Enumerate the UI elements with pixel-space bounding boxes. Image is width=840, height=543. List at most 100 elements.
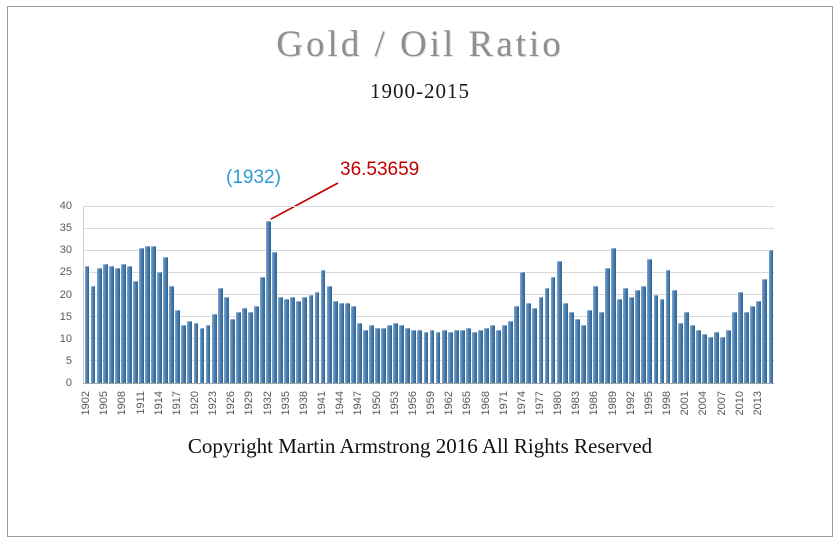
bar-1952	[387, 325, 393, 383]
bar-1996	[653, 294, 659, 383]
chart-title: Gold / Oil Ratio	[276, 24, 564, 65]
bar-1904	[96, 267, 102, 383]
x-tick-label-1974: 1974	[515, 391, 528, 416]
bar-1935	[284, 298, 290, 383]
bar-1953	[393, 323, 399, 383]
bar-1906	[108, 265, 114, 383]
bar-1926	[229, 318, 235, 383]
y-tick-label-5: 5	[65, 354, 72, 367]
y-tick-label-35: 35	[59, 222, 72, 235]
y-tick-label-10: 10	[59, 332, 72, 345]
y-tick-label-25: 25	[59, 266, 72, 279]
bar-1913	[151, 245, 157, 383]
bar-2005	[708, 336, 713, 383]
bar-1932	[266, 221, 272, 383]
bar-2003	[695, 329, 701, 383]
bar-1991	[623, 287, 629, 383]
y-tick-label-0: 0	[65, 377, 72, 389]
bar-1918	[181, 325, 187, 383]
bar-1928	[241, 307, 247, 383]
bar-1910	[133, 281, 138, 383]
bar-1974	[520, 272, 526, 383]
bar-1957	[417, 329, 423, 383]
copyright-text: Copyright Martin Armstrong 2016 All Righ…	[187, 434, 653, 458]
bar-1919	[187, 321, 193, 383]
bar-1975	[526, 303, 532, 383]
x-tick-label-1977: 1977	[533, 391, 546, 416]
bar-1989	[611, 248, 617, 383]
bar-1967	[478, 329, 483, 383]
bar-1943	[332, 301, 338, 383]
bar-1995	[647, 259, 653, 383]
bar-1982	[568, 312, 574, 383]
bar-2013	[756, 301, 762, 383]
x-tick-label-2007: 2007	[715, 391, 728, 416]
bar-1997	[659, 298, 665, 383]
x-tick-label-1902: 1902	[80, 391, 93, 416]
x-tick-label-1971: 1971	[497, 391, 510, 416]
bar-1977	[538, 296, 544, 383]
x-tick-label-1929: 1929	[243, 391, 256, 416]
x-tick-label-1944: 1944	[334, 391, 347, 416]
bar-1936	[290, 296, 296, 383]
chart-subtitle: 1900-2015	[370, 79, 470, 103]
bar-1912	[145, 245, 150, 383]
x-tick-label-1962: 1962	[443, 391, 456, 416]
x-tick-label-2004: 2004	[697, 391, 710, 416]
bar-1990	[617, 298, 623, 383]
bar-1909	[126, 265, 132, 383]
x-tick-label-1995: 1995	[642, 391, 655, 416]
bar-1964	[459, 329, 465, 383]
bar-1983	[574, 318, 580, 383]
x-tick-label-1917: 1917	[170, 391, 183, 416]
bar-2008	[726, 329, 732, 383]
bar-1965	[465, 327, 471, 383]
bar-1949	[369, 325, 374, 383]
bar-2006	[714, 332, 719, 383]
bar-1925	[223, 296, 229, 383]
bar-1968	[484, 327, 489, 383]
bar-1948	[363, 329, 368, 383]
bar-1911	[139, 248, 144, 383]
bar-1947	[356, 323, 362, 383]
bar-1980	[556, 261, 562, 383]
bar-1985	[586, 310, 592, 383]
bar-1939	[308, 294, 314, 383]
x-tick-label-2010: 2010	[733, 391, 746, 416]
bar-2004	[701, 334, 707, 383]
x-tick-label-1959: 1959	[425, 391, 438, 416]
bar-1930	[254, 305, 259, 383]
bar-1971	[502, 325, 508, 383]
bar-1902	[84, 265, 90, 383]
bar-1917	[175, 310, 181, 383]
gridline-y-30	[84, 249, 774, 251]
bar-1916	[169, 285, 175, 383]
bar-1937	[296, 301, 302, 383]
bar-1961	[441, 329, 447, 383]
gridline-y-25	[84, 271, 774, 273]
bar-1929	[248, 312, 253, 383]
x-tick-label-1953: 1953	[388, 391, 401, 416]
bar-1958	[423, 332, 429, 383]
y-tick-label-30: 30	[59, 244, 72, 257]
x-tick-label-1923: 1923	[207, 391, 220, 416]
x-axis-labels: 1902 1905 1908 1911 1914 1917 1920 1923 1926 1929…	[80, 387, 773, 437]
bar-2000	[677, 323, 683, 383]
bar-1923	[211, 314, 217, 383]
bar-2001	[683, 312, 689, 383]
bar-1976	[532, 307, 538, 383]
gridline-y-40	[84, 205, 774, 207]
x-tick-label-1935: 1935	[279, 391, 292, 416]
bar-1921	[199, 327, 205, 383]
bar-1914	[157, 272, 163, 383]
bar-1931	[260, 276, 265, 383]
bar-1905	[102, 263, 108, 383]
bar-1934	[278, 296, 284, 383]
bar-1922	[205, 325, 211, 383]
bar-1969	[490, 325, 495, 383]
x-tick-label-1938: 1938	[297, 391, 310, 416]
bar-1984	[580, 325, 586, 383]
bar-1988	[605, 267, 610, 383]
bar-1970	[496, 329, 502, 383]
